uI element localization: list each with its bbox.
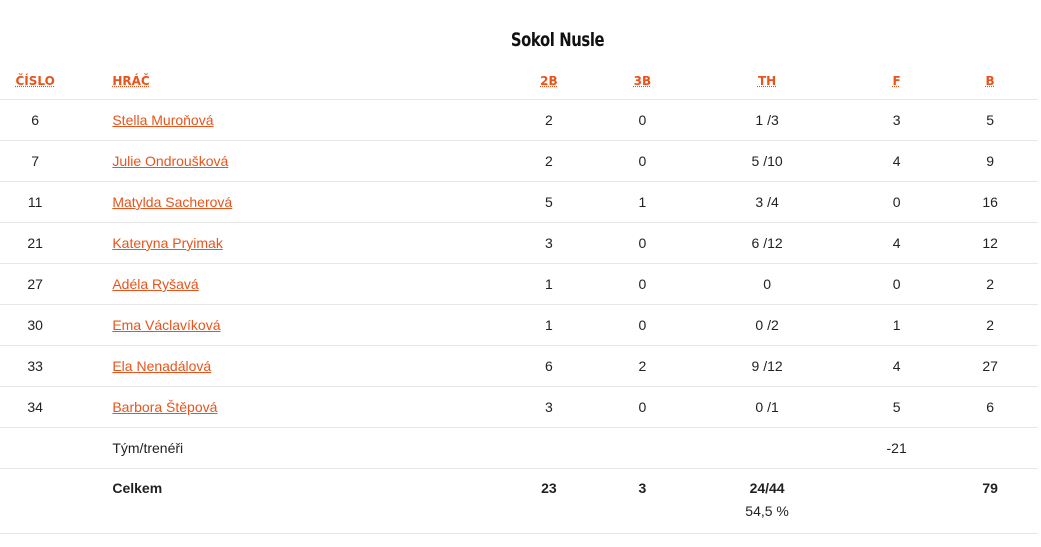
cell-2b-cell: 3 bbox=[496, 222, 602, 264]
cell-fouls-cell: 5 bbox=[851, 386, 943, 428]
cell-3b-cell: 0 bbox=[601, 263, 684, 305]
table-row: 27 Adéla Ryšavá 1 0 0 0 2 bbox=[0, 263, 1038, 305]
cell-points-cell: 2 bbox=[942, 263, 1038, 305]
player-number-cell: 6 bbox=[0, 99, 71, 141]
team-label: Tým/trenéři bbox=[70, 427, 497, 469]
cell-fouls-cell: 4 bbox=[851, 345, 943, 387]
table-row: 11 Matylda Sacherová 5 1 3 /4 0 16 bbox=[0, 181, 1038, 223]
cell-3b-cell: 0 bbox=[601, 222, 684, 264]
player-number-cell: 21 bbox=[0, 222, 71, 264]
cell-3b-cell: 2 bbox=[601, 345, 684, 387]
cell-th-cell: 3 /4 bbox=[683, 181, 852, 223]
player-number-cell: 34 bbox=[0, 386, 71, 428]
team-row: Tým/trenéři -21 bbox=[0, 427, 1038, 469]
cell-fouls-cell: 3 bbox=[851, 99, 943, 141]
cell-points-cell: 6 bbox=[942, 386, 1038, 428]
player-stats-table: ČÍSLO HRÁČ 2B 3B TH F B 6 Stella Muroňová… bbox=[0, 62, 1038, 534]
cell-2b-cell: 3 bbox=[496, 386, 602, 428]
cell-3b-cell: 1 bbox=[601, 181, 684, 223]
cell-fouls-cell: 0 bbox=[851, 181, 943, 223]
col-points[interactable]: B bbox=[942, 62, 1038, 100]
player-link[interactable]: Barbora Štěpová bbox=[112, 399, 218, 415]
cell-points-cell: 2 bbox=[942, 304, 1038, 346]
player-link[interactable]: Ela Nenadálová bbox=[112, 358, 212, 374]
cell-th-cell: 0 /1 bbox=[683, 386, 852, 428]
player-link[interactable]: Kateryna Pryimak bbox=[112, 235, 223, 251]
total-th-pct: 54,5 % bbox=[745, 503, 789, 519]
total-3b: 3 bbox=[601, 468, 684, 534]
team-title: Sokol Nusle bbox=[510, 29, 605, 51]
player-link[interactable]: Julie Ondroušková bbox=[112, 153, 229, 169]
cell-2b-cell: 1 bbox=[496, 304, 602, 346]
player-name-cell: Ema Václavíková bbox=[70, 304, 497, 346]
cell-fouls-cell: 4 bbox=[851, 140, 943, 182]
player-link[interactable]: Adéla Ryšavá bbox=[112, 276, 199, 292]
player-number-cell: 11 bbox=[0, 181, 71, 223]
cell-2b-cell: 5 bbox=[496, 181, 602, 223]
player-link[interactable]: Matylda Sacherová bbox=[112, 194, 233, 210]
col-2b[interactable]: 2B bbox=[496, 62, 602, 100]
cell-3b-cell: 0 bbox=[601, 386, 684, 428]
player-name-cell: Kateryna Pryimak bbox=[70, 222, 497, 264]
cell-th-cell: 9 /12 bbox=[683, 345, 852, 387]
cell-fouls-cell: 0 bbox=[851, 263, 943, 305]
cell-th-cell: 1 /3 bbox=[683, 99, 852, 141]
player-number-cell: 30 bbox=[0, 304, 71, 346]
cell-th-cell: 0 /2 bbox=[683, 304, 852, 346]
cell-3b-cell: 0 bbox=[601, 140, 684, 182]
total-2b: 23 bbox=[496, 468, 602, 534]
cell-points-cell: 27 bbox=[942, 345, 1038, 387]
cell-2b-cell: 1 bbox=[496, 263, 602, 305]
player-link[interactable]: Stella Muroňová bbox=[112, 112, 214, 128]
cell-th-cell: 0 bbox=[683, 263, 852, 305]
player-link[interactable]: Ema Václavíková bbox=[112, 317, 221, 333]
cell-2b-cell: 6 bbox=[496, 345, 602, 387]
player-name-cell: Julie Ondroušková bbox=[70, 140, 497, 182]
cell-th-cell: 6 /12 bbox=[683, 222, 852, 264]
cell-fouls-cell: 4 bbox=[851, 222, 943, 264]
cell-2b-cell: 2 bbox=[496, 140, 602, 182]
cell-points-cell: 12 bbox=[942, 222, 1038, 264]
table-row: 30 Ema Václavíková 1 0 0 /2 1 2 bbox=[0, 304, 1038, 346]
total-row: Celkem 23 3 24/44 54,5 % 79 bbox=[0, 468, 1038, 534]
col-player[interactable]: HRÁČ bbox=[70, 62, 497, 100]
cell-fouls-cell: 1 bbox=[851, 304, 943, 346]
player-name-cell: Ela Nenadálová bbox=[70, 345, 497, 387]
player-number-cell: 33 bbox=[0, 345, 71, 387]
total-th-value: 24/44 bbox=[749, 480, 785, 496]
cell-points-cell: 5 bbox=[942, 99, 1038, 141]
total-th: 24/44 54,5 % bbox=[683, 468, 852, 534]
player-name-cell: Matylda Sacherová bbox=[70, 181, 497, 223]
col-3b[interactable]: 3B bbox=[601, 62, 684, 100]
table-row: 33 Ela Nenadálová 6 2 9 /12 4 27 bbox=[0, 345, 1038, 387]
total-label: Celkem bbox=[70, 468, 497, 534]
cell-points-cell: 16 bbox=[942, 181, 1038, 223]
team-fouls: -21 bbox=[851, 427, 943, 469]
player-name-cell: Adéla Ryšavá bbox=[70, 263, 497, 305]
player-number-cell: 27 bbox=[0, 263, 71, 305]
total-points: 79 bbox=[942, 468, 1038, 534]
table-row: 21 Kateryna Pryimak 3 0 6 /12 4 12 bbox=[0, 222, 1038, 264]
player-number-cell: 7 bbox=[0, 140, 71, 182]
table-row: 34 Barbora Štěpová 3 0 0 /1 5 6 bbox=[0, 386, 1038, 428]
cell-points-cell: 9 bbox=[942, 140, 1038, 182]
player-name-cell: Stella Muroňová bbox=[70, 99, 497, 141]
col-fouls[interactable]: F bbox=[851, 62, 943, 100]
cell-3b-cell: 0 bbox=[601, 99, 684, 141]
header-row: ČÍSLO HRÁČ 2B 3B TH F B bbox=[0, 62, 1038, 100]
table-row: 7 Julie Ondroušková 2 0 5 /10 4 9 bbox=[0, 140, 1038, 182]
cell-2b-cell: 2 bbox=[496, 99, 602, 141]
cell-th-cell: 5 /10 bbox=[683, 140, 852, 182]
col-th[interactable]: TH bbox=[683, 62, 852, 100]
player-name-cell: Barbora Štěpová bbox=[70, 386, 497, 428]
col-number[interactable]: ČÍSLO bbox=[0, 62, 71, 100]
table-row: 6 Stella Muroňová 2 0 1 /3 3 5 bbox=[0, 99, 1038, 141]
cell-3b-cell: 0 bbox=[601, 304, 684, 346]
